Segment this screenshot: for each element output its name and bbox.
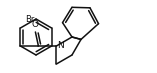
Text: O: O [32, 20, 39, 29]
Text: N: N [57, 41, 64, 51]
Text: Br: Br [25, 15, 34, 25]
